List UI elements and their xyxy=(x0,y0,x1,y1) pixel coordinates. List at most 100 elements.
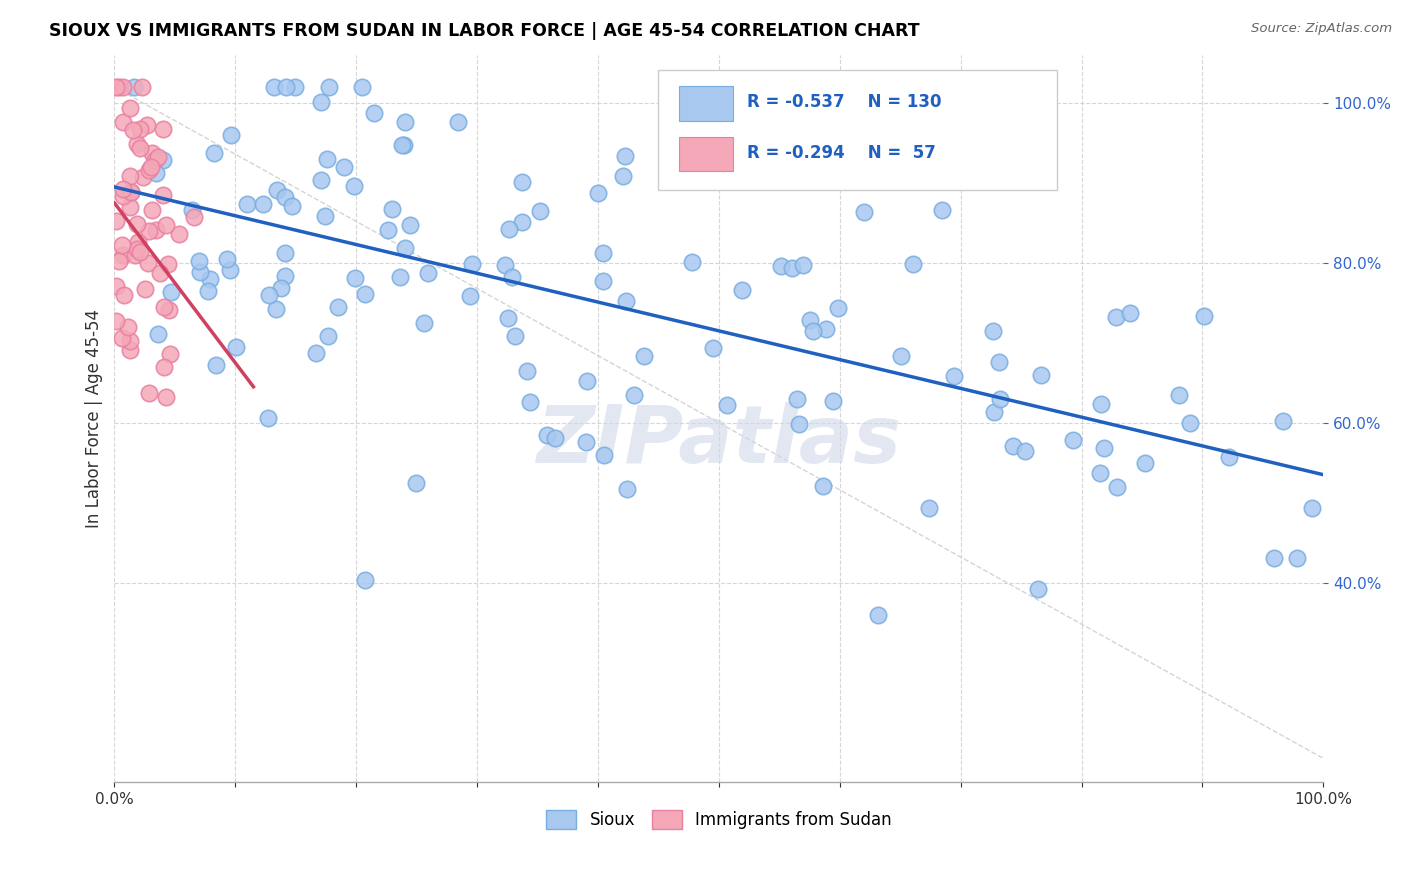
Point xyxy=(418,267,440,281)
Point xyxy=(510,215,533,229)
Point xyxy=(155,218,177,232)
Point xyxy=(314,209,336,223)
Point xyxy=(309,95,332,109)
Point xyxy=(316,328,339,343)
Point xyxy=(108,80,131,95)
Point xyxy=(787,417,810,431)
Point xyxy=(588,186,610,200)
Point xyxy=(159,347,181,361)
Point xyxy=(1218,450,1240,464)
Point xyxy=(458,289,481,303)
Point xyxy=(1285,551,1308,566)
Point xyxy=(149,267,172,281)
Point xyxy=(614,149,637,163)
Point xyxy=(510,175,533,189)
Point xyxy=(502,269,524,284)
Point xyxy=(111,330,134,344)
Point xyxy=(284,80,307,95)
Point xyxy=(988,392,1011,406)
Point xyxy=(129,244,152,259)
Point xyxy=(702,341,724,355)
Point xyxy=(575,435,598,450)
Point xyxy=(592,273,614,287)
Point xyxy=(399,219,422,233)
Point xyxy=(219,128,242,143)
Point xyxy=(1301,501,1323,516)
Text: Source: ZipAtlas.com: Source: ZipAtlas.com xyxy=(1251,22,1392,36)
Point xyxy=(148,150,170,164)
Point xyxy=(157,257,180,271)
Text: R = -0.537    N = 130: R = -0.537 N = 130 xyxy=(747,94,941,112)
Point xyxy=(183,210,205,224)
Bar xyxy=(679,86,734,120)
Point xyxy=(270,281,292,295)
Point xyxy=(152,122,174,136)
Point xyxy=(120,343,142,357)
Point xyxy=(120,185,142,199)
Point xyxy=(1133,456,1156,470)
Point xyxy=(1178,416,1201,430)
Point xyxy=(235,196,257,211)
Point xyxy=(318,80,340,95)
Point xyxy=(276,80,298,95)
Point xyxy=(136,118,159,132)
Point xyxy=(536,428,558,442)
Point xyxy=(264,302,287,317)
Point xyxy=(326,300,349,314)
Point xyxy=(1167,388,1189,402)
Point xyxy=(786,392,808,406)
Point xyxy=(105,80,128,95)
Point xyxy=(111,238,134,252)
Point xyxy=(853,205,876,219)
Text: SIOUX VS IMMIGRANTS FROM SUDAN IN LABOR FORCE | AGE 45-54 CORRELATION CHART: SIOUX VS IMMIGRANTS FROM SUDAN IN LABOR … xyxy=(49,22,920,40)
Point xyxy=(821,394,844,409)
Point xyxy=(988,354,1011,368)
Point xyxy=(780,260,803,275)
Point xyxy=(141,203,163,218)
Point xyxy=(519,394,541,409)
Point xyxy=(120,334,142,348)
Point xyxy=(257,411,280,425)
Point xyxy=(152,188,174,202)
Point xyxy=(205,358,228,372)
Point xyxy=(394,241,416,255)
Point xyxy=(143,153,166,167)
Point xyxy=(633,349,655,363)
Point xyxy=(263,80,285,95)
Point xyxy=(252,197,274,211)
Point xyxy=(274,190,297,204)
Point xyxy=(197,284,219,298)
Point xyxy=(225,340,247,354)
Point xyxy=(1031,368,1053,382)
Point xyxy=(139,160,162,174)
Point xyxy=(1062,433,1084,447)
Point xyxy=(529,204,551,219)
Point xyxy=(107,254,129,268)
Point xyxy=(343,179,366,194)
Point xyxy=(128,141,150,155)
Point xyxy=(153,300,176,314)
Point xyxy=(447,115,470,129)
Point xyxy=(1090,397,1112,411)
Point xyxy=(148,326,170,341)
Point xyxy=(105,314,128,328)
Point xyxy=(461,257,484,271)
Point xyxy=(112,115,135,129)
Point xyxy=(353,573,375,587)
Point xyxy=(669,132,692,146)
Point xyxy=(167,227,190,242)
Point xyxy=(681,255,703,269)
Point xyxy=(1014,444,1036,458)
Point xyxy=(155,390,177,404)
Point xyxy=(544,431,567,445)
Point xyxy=(112,188,135,202)
Point xyxy=(1026,582,1049,596)
Point xyxy=(131,80,153,95)
Point xyxy=(121,123,143,137)
Point xyxy=(217,252,239,267)
Point xyxy=(188,265,211,279)
Point xyxy=(494,259,516,273)
Point xyxy=(274,246,297,260)
Point xyxy=(827,301,849,315)
Point xyxy=(125,217,148,231)
